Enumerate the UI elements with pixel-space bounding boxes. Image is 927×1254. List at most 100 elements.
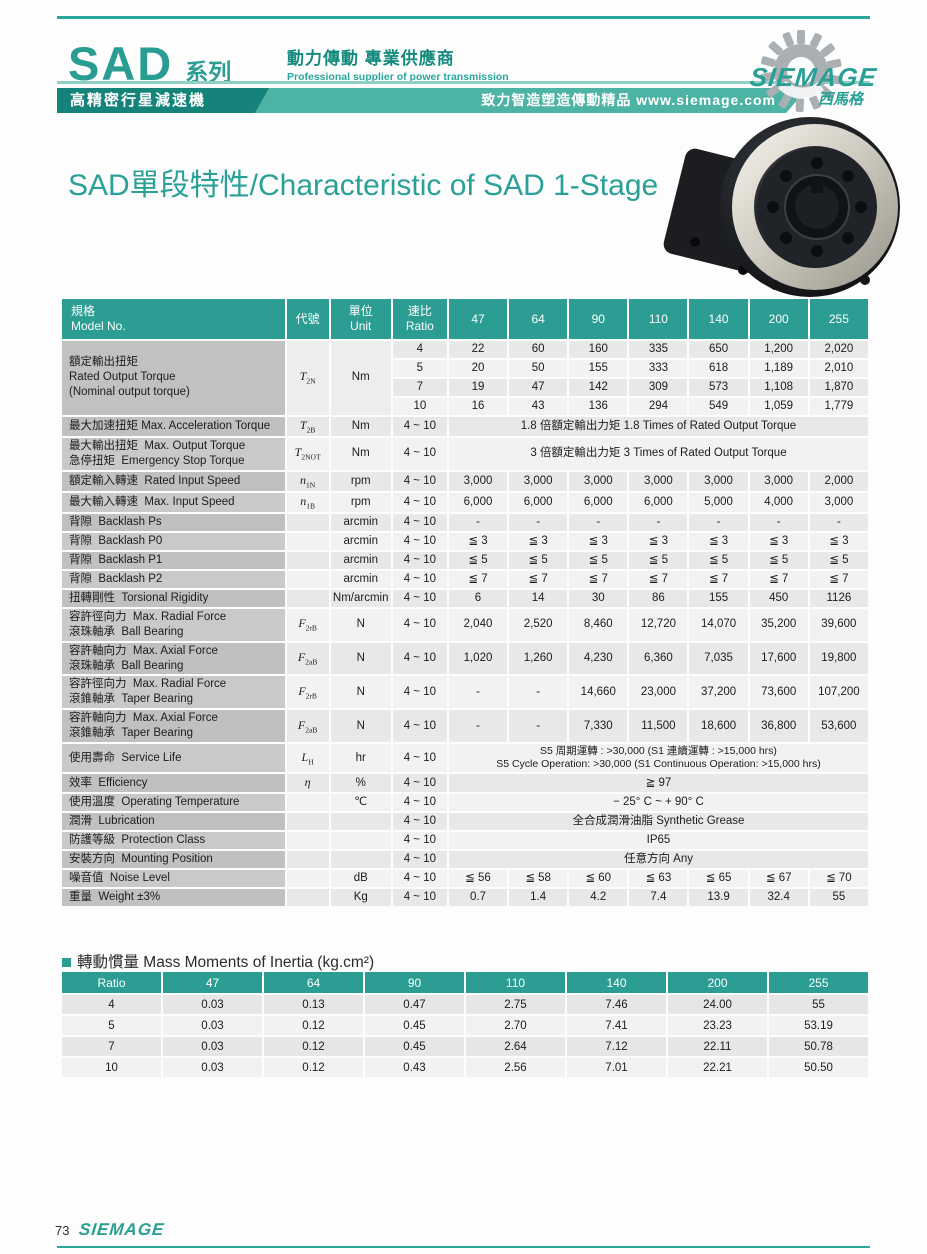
spec-value: 6,000	[629, 492, 688, 513]
row-unit	[330, 813, 391, 830]
bottom-rule	[57, 1246, 870, 1248]
inertia-value: 23.23	[668, 1016, 767, 1035]
col-header-model: 規格 Model No.	[62, 299, 285, 339]
row-ratio: 4 ~ 10	[392, 589, 447, 607]
row-label: 最大加速扭矩 Max. Acceleration Torque	[62, 416, 285, 436]
spec-value: 39,600	[809, 608, 868, 641]
spec-value: 22	[448, 341, 508, 358]
spec-value: 86	[629, 589, 688, 607]
spec-value: 1,108	[749, 378, 808, 396]
spec-value: 43	[509, 397, 568, 415]
row-code: n1N	[286, 471, 329, 491]
spec-value: ≦ 3	[509, 532, 568, 550]
spec-value: 3,000	[629, 471, 688, 491]
inertia-value: 0.03	[163, 1058, 262, 1077]
row-unit: Nm	[330, 416, 391, 436]
row-unit: N	[330, 642, 391, 675]
inertia-value: 2.75	[466, 995, 565, 1014]
top-rule	[57, 16, 870, 19]
spec-value: ≦ 70	[809, 869, 868, 887]
spec-value: ≦ 5	[509, 551, 568, 569]
spec-value: -	[689, 514, 748, 531]
row-ratio: 4 ~ 10	[392, 471, 447, 491]
spec-value: 19,800	[809, 642, 868, 675]
row-code: F2aB	[286, 710, 329, 743]
row-code	[286, 850, 329, 868]
col-header-size: 64	[509, 299, 568, 339]
spec-value: 3,000	[809, 492, 868, 513]
col-header-code: 代號	[286, 299, 329, 339]
inertia-value: 24.00	[668, 995, 767, 1014]
spec-value: 107,200	[809, 676, 868, 709]
row-ratio: 4 ~ 10	[392, 642, 447, 675]
spec-value: ≦ 5	[809, 551, 868, 569]
spec-value: 2,040	[448, 608, 508, 641]
spec-value: 1,260	[509, 642, 568, 675]
row-code: η	[286, 774, 329, 793]
spec-value: 3,000	[689, 471, 748, 491]
spec-value: 4,000	[749, 492, 808, 513]
spec-merged-value: 全合成潤滑油脂 Synthetic Grease	[448, 813, 868, 830]
row-label: 使用溫度 Operating Temperature	[62, 794, 285, 812]
spec-merged-value: 1.8 倍額定輸出力矩 1.8 Times of Rated Output To…	[448, 416, 868, 436]
col-header-ratio: 速比 Ratio	[392, 299, 447, 339]
row-label: 容許軸向力 Max. Axial Force 滾珠軸承 Ball Bearing	[62, 642, 285, 675]
inertia-value: 7.41	[567, 1016, 666, 1035]
row-unit: N	[330, 676, 391, 709]
spec-value: -	[448, 514, 508, 531]
row-code: T2N	[286, 341, 329, 415]
spec-merged-value: IP65	[448, 831, 868, 849]
inertia-value: 2.56	[466, 1058, 565, 1077]
spec-value: 7,035	[689, 642, 748, 675]
spec-value: 2,000	[809, 471, 868, 491]
spec-merged-value: 任意方向 Any	[448, 850, 868, 868]
spec-value: 35,200	[749, 608, 808, 641]
row-unit: N	[330, 710, 391, 743]
spec-value: 5,000	[689, 492, 748, 513]
spec-value: 6,000	[448, 492, 508, 513]
brand-zh: 西馬格	[818, 91, 864, 108]
row-label: 容許軸向力 Max. Axial Force 滾錐軸承 Taper Bearing	[62, 710, 285, 743]
inertia-value: 7.12	[567, 1037, 666, 1056]
inertia-value: 0.12	[264, 1058, 363, 1077]
inertia-value: 55	[769, 995, 868, 1014]
row-unit: arcmin	[330, 551, 391, 569]
tagline-zh: 動力傳動 專業供應商	[287, 49, 455, 68]
spec-value: 14	[509, 589, 568, 607]
inertia-value: 0.43	[365, 1058, 464, 1077]
inertia-col-header: 64	[264, 972, 363, 993]
spec-value: 60	[509, 341, 568, 358]
spec-value: -	[448, 676, 508, 709]
spec-merged-value: 3 倍額定輸出力矩 3 Times of Rated Output Torque	[448, 437, 868, 470]
row-label: 使用壽命 Service Life	[62, 744, 285, 773]
inertia-value: 0.03	[163, 1016, 262, 1035]
row-code	[286, 813, 329, 830]
spec-value: 30	[569, 589, 628, 607]
spec-value: 3,000	[569, 471, 628, 491]
col-header-size: 255	[809, 299, 868, 339]
inertia-col-header: Ratio	[62, 972, 161, 993]
spec-value: -	[569, 514, 628, 531]
spec-value: -	[809, 514, 868, 531]
inertia-value: 2.70	[466, 1016, 565, 1035]
spec-value: 335	[629, 341, 688, 358]
inertia-value: 0.47	[365, 995, 464, 1014]
spec-value: 16	[448, 397, 508, 415]
row-ratio: 10	[392, 397, 447, 415]
inertia-value: 50.50	[769, 1058, 868, 1077]
row-unit: arcmin	[330, 570, 391, 588]
row-label: 容許徑向力 Max. Radial Force 滾錐軸承 Taper Bearin…	[62, 676, 285, 709]
row-ratio: 4 ~ 10	[392, 869, 447, 887]
row-label: 噪音值 Noise Level	[62, 869, 285, 887]
inertia-value: 0.45	[365, 1037, 464, 1056]
row-ratio: 4 ~ 10	[392, 850, 447, 868]
spec-value: 7.4	[629, 888, 688, 906]
spec-value: 1,189	[749, 359, 808, 377]
col-header-size: 200	[749, 299, 808, 339]
inertia-col-header: 140	[567, 972, 666, 993]
spec-value: 3,000	[448, 471, 508, 491]
row-unit: Nm	[330, 437, 391, 470]
spec-value: 549	[689, 397, 748, 415]
spec-value: 6,360	[629, 642, 688, 675]
